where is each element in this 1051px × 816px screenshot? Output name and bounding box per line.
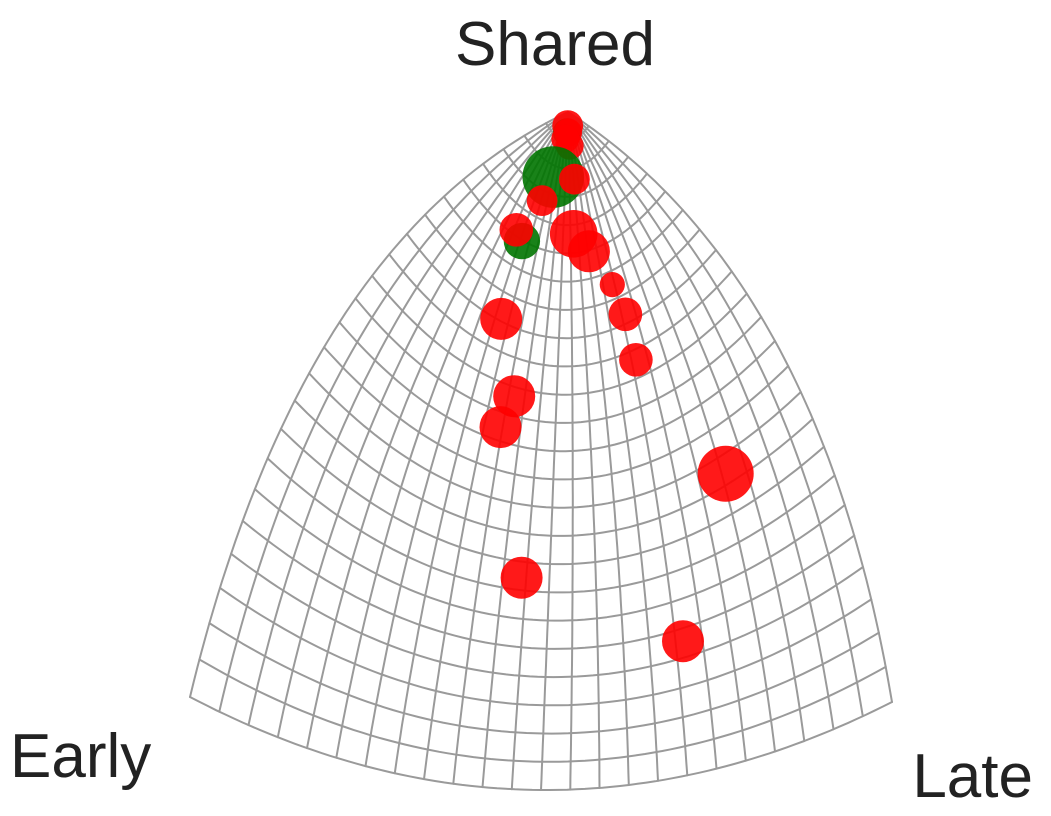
grid-parallel <box>338 321 776 453</box>
vertex-label-left: Early <box>10 722 151 791</box>
grid-parallel <box>424 213 701 311</box>
data-point-red <box>619 343 653 377</box>
grid-parallel <box>388 253 733 368</box>
data-point-red <box>608 297 643 332</box>
grid-parallel <box>405 232 717 340</box>
grid-parallel <box>219 586 873 707</box>
data-point-red <box>697 445 754 502</box>
data-point-red <box>479 406 522 449</box>
grid-meridian <box>567 111 747 762</box>
grid-parallel <box>371 274 748 396</box>
data-point-red <box>499 213 534 247</box>
vertex-label-top: Shared <box>455 10 655 79</box>
data-point-red <box>559 163 590 195</box>
grid-parallel <box>253 488 846 622</box>
data-point-red <box>551 124 580 153</box>
data-point-red <box>500 556 543 599</box>
data-point-red <box>526 185 558 217</box>
data-point-red <box>480 297 523 340</box>
grid-parallel <box>354 297 763 424</box>
data-point-red <box>662 620 704 663</box>
grid-parallel <box>323 346 790 481</box>
grid-parallel <box>241 519 856 650</box>
grid-parallel <box>266 457 836 594</box>
grid-meridian <box>567 111 864 718</box>
data-point-red <box>599 272 625 298</box>
grid-parallel <box>230 552 864 679</box>
grid-parallel <box>189 696 893 791</box>
grid-parallel <box>442 195 684 283</box>
vertex-label-right: Late <box>912 742 1033 811</box>
grid-parallel <box>279 427 825 566</box>
grid-parallel <box>198 658 887 763</box>
grid-parallel <box>208 622 880 735</box>
data-point-red <box>567 230 610 273</box>
data-points <box>479 110 754 663</box>
